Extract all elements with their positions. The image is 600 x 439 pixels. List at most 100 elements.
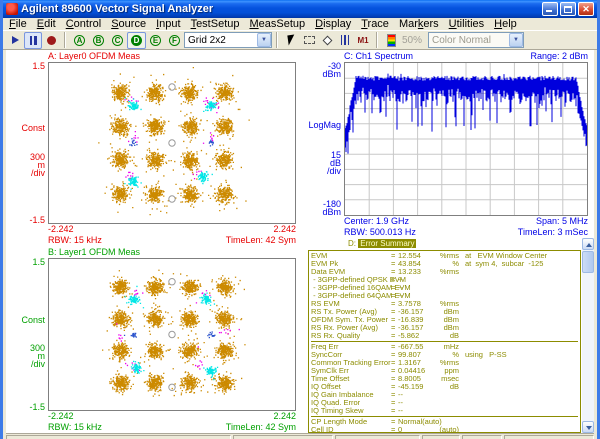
trace-letter-icon: A bbox=[74, 34, 85, 46]
trace-select-button[interactable]: E bbox=[146, 32, 165, 49]
marker-m1-tool-button[interactable]: M1 bbox=[354, 32, 372, 49]
error-summary-row: Cell ID = 0 (auto) bbox=[311, 425, 459, 433]
trace-letter-icon: B bbox=[93, 34, 104, 46]
pointer-tool-button[interactable] bbox=[282, 32, 300, 49]
pane-d-title[interactable]: D: Error Summary bbox=[348, 239, 417, 248]
center-freq-readout: Center: 1.9 GHz bbox=[344, 216, 410, 226]
pane-d-scrollbar[interactable] bbox=[581, 238, 594, 433]
pause-button[interactable] bbox=[24, 31, 42, 49]
constellation-plot-b[interactable] bbox=[48, 258, 296, 411]
trace-select-button[interactable]: C bbox=[108, 32, 127, 49]
zoom-box-icon bbox=[303, 36, 315, 44]
colorbar-tool-button[interactable] bbox=[382, 32, 400, 49]
table-divider bbox=[311, 416, 578, 417]
menu-item[interactable]: Help bbox=[494, 17, 517, 30]
menu-item[interactable]: Markers bbox=[398, 17, 439, 30]
scroll-up-button[interactable] bbox=[582, 238, 594, 250]
pane-b-y-axis: 1.5 Const 300 m/div -1.5 bbox=[21, 257, 45, 412]
pane-d-error-summary: D: Error Summary EVM = 12.554 %rms at EV… bbox=[302, 238, 594, 433]
close-button[interactable]: ✕ bbox=[578, 2, 594, 16]
trace-letter-icon: D bbox=[131, 34, 142, 46]
rbw-readout: RBW: 15 kHz bbox=[48, 422, 102, 432]
trace-select-button[interactable]: B bbox=[89, 32, 108, 49]
pane-a-title[interactable]: A: Layer0 OFDM Meas bbox=[48, 51, 141, 61]
trace-letter-icon: E bbox=[150, 34, 161, 46]
status-bar bbox=[6, 433, 594, 439]
menu-item[interactable]: Input bbox=[156, 17, 181, 30]
menu-item[interactable]: MeasSetup bbox=[249, 17, 306, 30]
marker-diamond-tool-button[interactable] bbox=[318, 32, 336, 49]
trace-select-button[interactable]: A bbox=[70, 32, 89, 49]
error-summary-row: SyncCorr = 99.807 % using P-SS bbox=[311, 350, 507, 359]
pointer-icon bbox=[286, 34, 296, 46]
pane-b-title[interactable]: B: Layer1 OFDM Meas bbox=[48, 247, 141, 257]
minimize-button[interactable] bbox=[542, 2, 558, 16]
error-summary-table: EVM = 12.554 %rms at EVM Window Center E… bbox=[308, 250, 581, 433]
chevron-down-icon[interactable]: ▼ bbox=[257, 33, 271, 47]
trace-select-button[interactable]: F bbox=[165, 32, 184, 49]
menu-item[interactable]: Utilities bbox=[448, 17, 485, 30]
toolbar: A B C D E F Grid 2x2 ▼ M1 50% Color Norm… bbox=[3, 31, 597, 50]
pane-b-info: RBW: 15 kHz TimeLen: 42 Sym bbox=[48, 422, 296, 433]
pane-a-x-axis: -2.242 2.242 bbox=[48, 224, 296, 234]
record-icon bbox=[46, 35, 56, 45]
app-icon bbox=[6, 3, 18, 15]
pause-icon bbox=[29, 35, 37, 45]
record-button[interactable] bbox=[42, 32, 60, 49]
menu-item[interactable]: Trace bbox=[361, 17, 389, 30]
range-readout: Range: 2 dBm bbox=[530, 51, 588, 61]
grid-layout-combo[interactable]: Grid 2x2 ▼ bbox=[184, 32, 272, 48]
rbw-readout: RBW: 15 kHz bbox=[48, 235, 102, 245]
maximize-icon bbox=[564, 6, 572, 13]
menu-item[interactable]: Source bbox=[111, 17, 147, 30]
table-divider bbox=[311, 341, 578, 342]
error-summary-row: IQ Timing Skew = -- bbox=[311, 406, 403, 415]
toolbar-separator bbox=[376, 32, 378, 48]
pane-c-title[interactable]: C: Ch1 Spectrum Range: 2 dBm bbox=[344, 51, 588, 61]
span-readout: Span: 5 MHz bbox=[535, 216, 588, 226]
menu-item[interactable]: Control bbox=[65, 17, 102, 30]
colorbar-icon bbox=[386, 33, 396, 47]
menu-item[interactable]: Edit bbox=[36, 17, 56, 30]
error-summary-group-2: Freq Err = -667.55 mHz SyncCorr = 99.807… bbox=[311, 343, 580, 415]
error-summary-row: OFDM Sym. Tx. Power = -16.839 dBm bbox=[311, 315, 459, 324]
pane-c-res-info: RBW: 500.013 Hz TimeLen: 3 mSec bbox=[344, 227, 588, 238]
timelen-readout: TimeLen: 42 Sym bbox=[225, 235, 296, 245]
error-summary-row: RS Tx. Power (Avg) = -36.157 dBm bbox=[311, 307, 459, 316]
menu-item[interactable]: File bbox=[9, 17, 27, 30]
error-summary-row: IQ Offset = -45.159 dB bbox=[311, 382, 459, 391]
minimize-icon bbox=[546, 10, 552, 12]
pane-c-spectrum: C: Ch1 Spectrum Range: 2 dBm -30 dBm LogM… bbox=[302, 50, 594, 238]
trace-select-button[interactable]: D bbox=[127, 31, 146, 49]
error-summary-selected-title: Error Summary bbox=[358, 239, 417, 248]
error-summary-row: Data EVM = 13.233 %rms bbox=[311, 267, 459, 276]
pane-b-x-axis: -2.242 2.242 bbox=[48, 411, 296, 421]
constellation-plot-a[interactable] bbox=[48, 62, 296, 224]
pane-c-y-axis: -30 dBm LogMag 15 dB/div -180 dBm bbox=[308, 61, 341, 217]
rbw-readout: RBW: 500.013 Hz bbox=[344, 227, 416, 237]
zoom-box-tool-button[interactable] bbox=[300, 32, 318, 49]
play-button[interactable] bbox=[6, 32, 24, 49]
maximize-button[interactable] bbox=[560, 2, 576, 16]
scroll-down-button[interactable] bbox=[582, 421, 594, 433]
spectrum-plot[interactable] bbox=[344, 62, 588, 216]
error-summary-row: SymClk Err = 0.04416 ppm bbox=[311, 366, 459, 375]
error-summary-row: - 3GPP-defined 64QAM EVM = -- bbox=[311, 291, 411, 300]
menu-item[interactable]: TestSetup bbox=[190, 17, 240, 30]
pane-a-info: RBW: 15 kHz TimeLen: 42 Sym bbox=[48, 235, 296, 246]
arrow-down-icon bbox=[586, 426, 592, 430]
error-summary-row: - 3GPP-defined QPSK EVM = -- bbox=[311, 275, 407, 284]
chevron-down-icon[interactable]: ▼ bbox=[509, 33, 524, 47]
play-icon bbox=[11, 36, 19, 44]
menu-item[interactable]: Display bbox=[315, 17, 352, 30]
scrollbar-thumb[interactable] bbox=[582, 251, 594, 273]
pane-a-y-axis: 1.5 Const 300 m/div -1.5 bbox=[21, 61, 45, 225]
error-summary-row: CP Length Mode = Normal(auto) bbox=[311, 417, 442, 426]
error-summary-row: RS Rx. Power (Avg) = -36.157 dBm bbox=[311, 323, 459, 332]
trace-letter-icon: C bbox=[112, 34, 123, 46]
error-summary-group-1: EVM = 12.554 %rms at EVM Window Center E… bbox=[311, 252, 580, 340]
color-mode-combo[interactable]: Color Normal ▼ bbox=[428, 32, 525, 48]
band-markers-tool-button[interactable] bbox=[336, 32, 354, 49]
error-summary-row: EVM = 12.554 %rms at EVM Window Center bbox=[311, 251, 548, 260]
marker-diamond-icon bbox=[322, 35, 332, 45]
